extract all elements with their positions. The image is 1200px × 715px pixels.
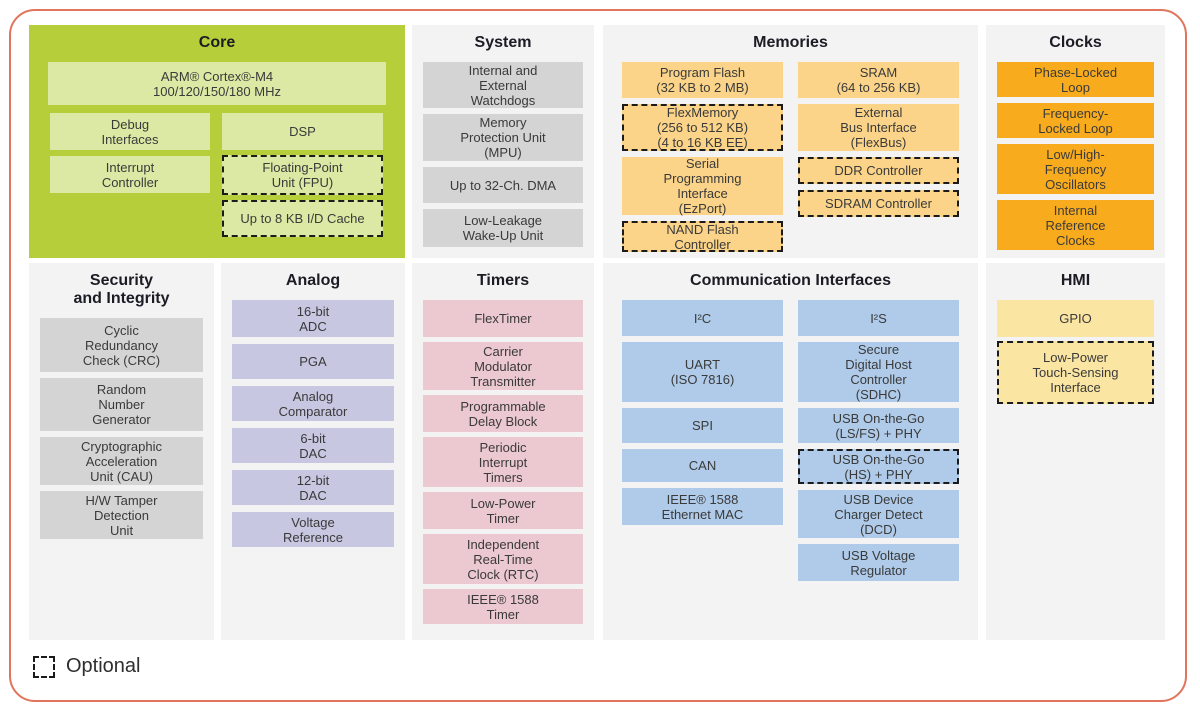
block-ethernet-mac: IEEE® 1588 Ethernet MAC [622,488,783,525]
block-crc: Cyclic Redundancy Check (CRC) [40,318,203,372]
panel-system-title: System [474,34,532,51]
panel-core: Core ARM® Cortex®-M4 100/120/150/180 MHz… [29,25,405,258]
panel-timers: Timers FlexTimer Carrier Modulator Trans… [412,263,594,640]
block-frequency-locked-loop: Frequency- Locked Loop [997,103,1154,138]
block-dma: Up to 32-Ch. DMA [423,167,583,203]
block-analog-comparator: Analog Comparator [232,386,394,421]
panel-security: Security and Integrity Cyclic Redundancy… [29,263,214,640]
panel-analog: Analog 16-bit ADC PGA Analog Comparator … [221,263,405,640]
block-rtc: Independent Real-Time Clock (RTC) [423,534,583,584]
block-phase-locked-loop: Phase-Locked Loop [997,62,1154,97]
block-i2c: I²C [622,300,783,336]
panel-analog-title: Analog [285,272,341,289]
panel-hmi-title: HMI [1060,272,1091,289]
block-arm-cortex-m4: ARM® Cortex®-M4 100/120/150/180 MHz [48,62,386,105]
panel-timers-title: Timers [476,272,530,289]
block-usb-otg-hs: USB On-the-Go (HS) + PHY [798,449,959,484]
block-usb-otg-lsfs: USB On-the-Go (LS/FS) + PHY [798,408,959,443]
block-uart: UART (ISO 7816) [622,342,783,402]
panel-system: System Internal and External Watchdogs M… [412,25,594,258]
panel-memories-title: Memories [753,34,828,51]
block-flexmemory: FlexMemory (256 to 512 KB) (4 to 16 KB E… [622,104,783,151]
block-oscillators: Low/High- Frequency Oscillators [997,144,1154,194]
block-interrupt-controller: Interrupt Controller [50,156,210,193]
block-16bit-adc: 16-bit ADC [232,300,394,337]
block-ezport: Serial Programming Interface (EzPort) [622,156,783,216]
block-spi: SPI [622,408,783,443]
block-nand-flash-controller: NAND Flash Controller [622,221,783,252]
block-voltage-reference: Voltage Reference [232,512,394,547]
block-llwu: Low-Leakage Wake-Up Unit [423,209,583,247]
block-sdram-controller: SDRAM Controller [798,190,959,217]
block-mpu: Memory Protection Unit (MPU) [423,114,583,161]
block-internal-reference-clocks: Internal Reference Clocks [997,200,1154,250]
legend-optional-label: Optional [66,655,141,677]
block-12bit-dac: 12-bit DAC [232,470,394,505]
block-6bit-dac: 6-bit DAC [232,428,394,463]
block-periodic-interrupt-timers: Periodic Interrupt Timers [423,437,583,487]
block-debug-interfaces: Debug Interfaces [50,113,210,150]
block-usb-voltage-regulator: USB Voltage Regulator [798,544,959,581]
block-low-power-timer: Low-Power Timer [423,492,583,529]
block-cau: Cryptographic Acceleration Unit (CAU) [40,437,203,485]
block-can: CAN [622,449,783,482]
panel-hmi: HMI GPIO Low-Power Touch-Sensing Interfa… [986,263,1165,640]
block-touch-sensing-interface: Low-Power Touch-Sensing Interface [997,341,1154,404]
panel-core-title: Core [198,34,236,51]
legend: Optional [33,655,141,678]
block-usb-dcd: USB Device Charger Detect (DCD) [798,490,959,538]
block-sdhc: Secure Digital Host Controller (SDHC) [798,342,959,402]
block-floating-point-unit: Floating-Point Unit (FPU) [222,155,383,195]
panel-memories: Memories Program Flash (32 KB to 2 MB) F… [603,25,978,258]
panel-communication-interfaces: Communication Interfaces I²C UART (ISO 7… [603,263,978,640]
panel-communication-title: Communication Interfaces [690,272,891,289]
block-watchdogs: Internal and External Watchdogs [423,62,583,108]
block-program-flash: Program Flash (32 KB to 2 MB) [622,62,783,98]
diagram-outer-frame [9,9,1187,702]
block-ddr-controller: DDR Controller [798,157,959,184]
block-carrier-modulator-transmitter: Carrier Modulator Transmitter [423,342,583,390]
block-programmable-delay-block: Programmable Delay Block [423,395,583,432]
optional-dashed-swatch-icon [33,655,55,678]
block-gpio: GPIO [997,300,1154,337]
block-tamper-detection: H/W Tamper Detection Unit [40,491,203,539]
block-i2s: I²S [798,300,959,336]
panel-clocks: Clocks Phase-Locked Loop Frequency- Lock… [986,25,1165,258]
block-pga: PGA [232,344,394,379]
block-sram: SRAM (64 to 256 KB) [798,62,959,98]
block-id-cache: Up to 8 KB I/D Cache [222,200,383,237]
block-dsp: DSP [222,113,383,150]
block-ieee1588-timer: IEEE® 1588 Timer [423,589,583,624]
block-random-number-generator: Random Number Generator [40,378,203,431]
panel-clocks-title: Clocks [1049,34,1102,51]
block-external-bus-interface: External Bus Interface (FlexBus) [798,104,959,151]
panel-security-title: Security and Integrity [73,272,170,307]
block-flextimer: FlexTimer [423,300,583,337]
